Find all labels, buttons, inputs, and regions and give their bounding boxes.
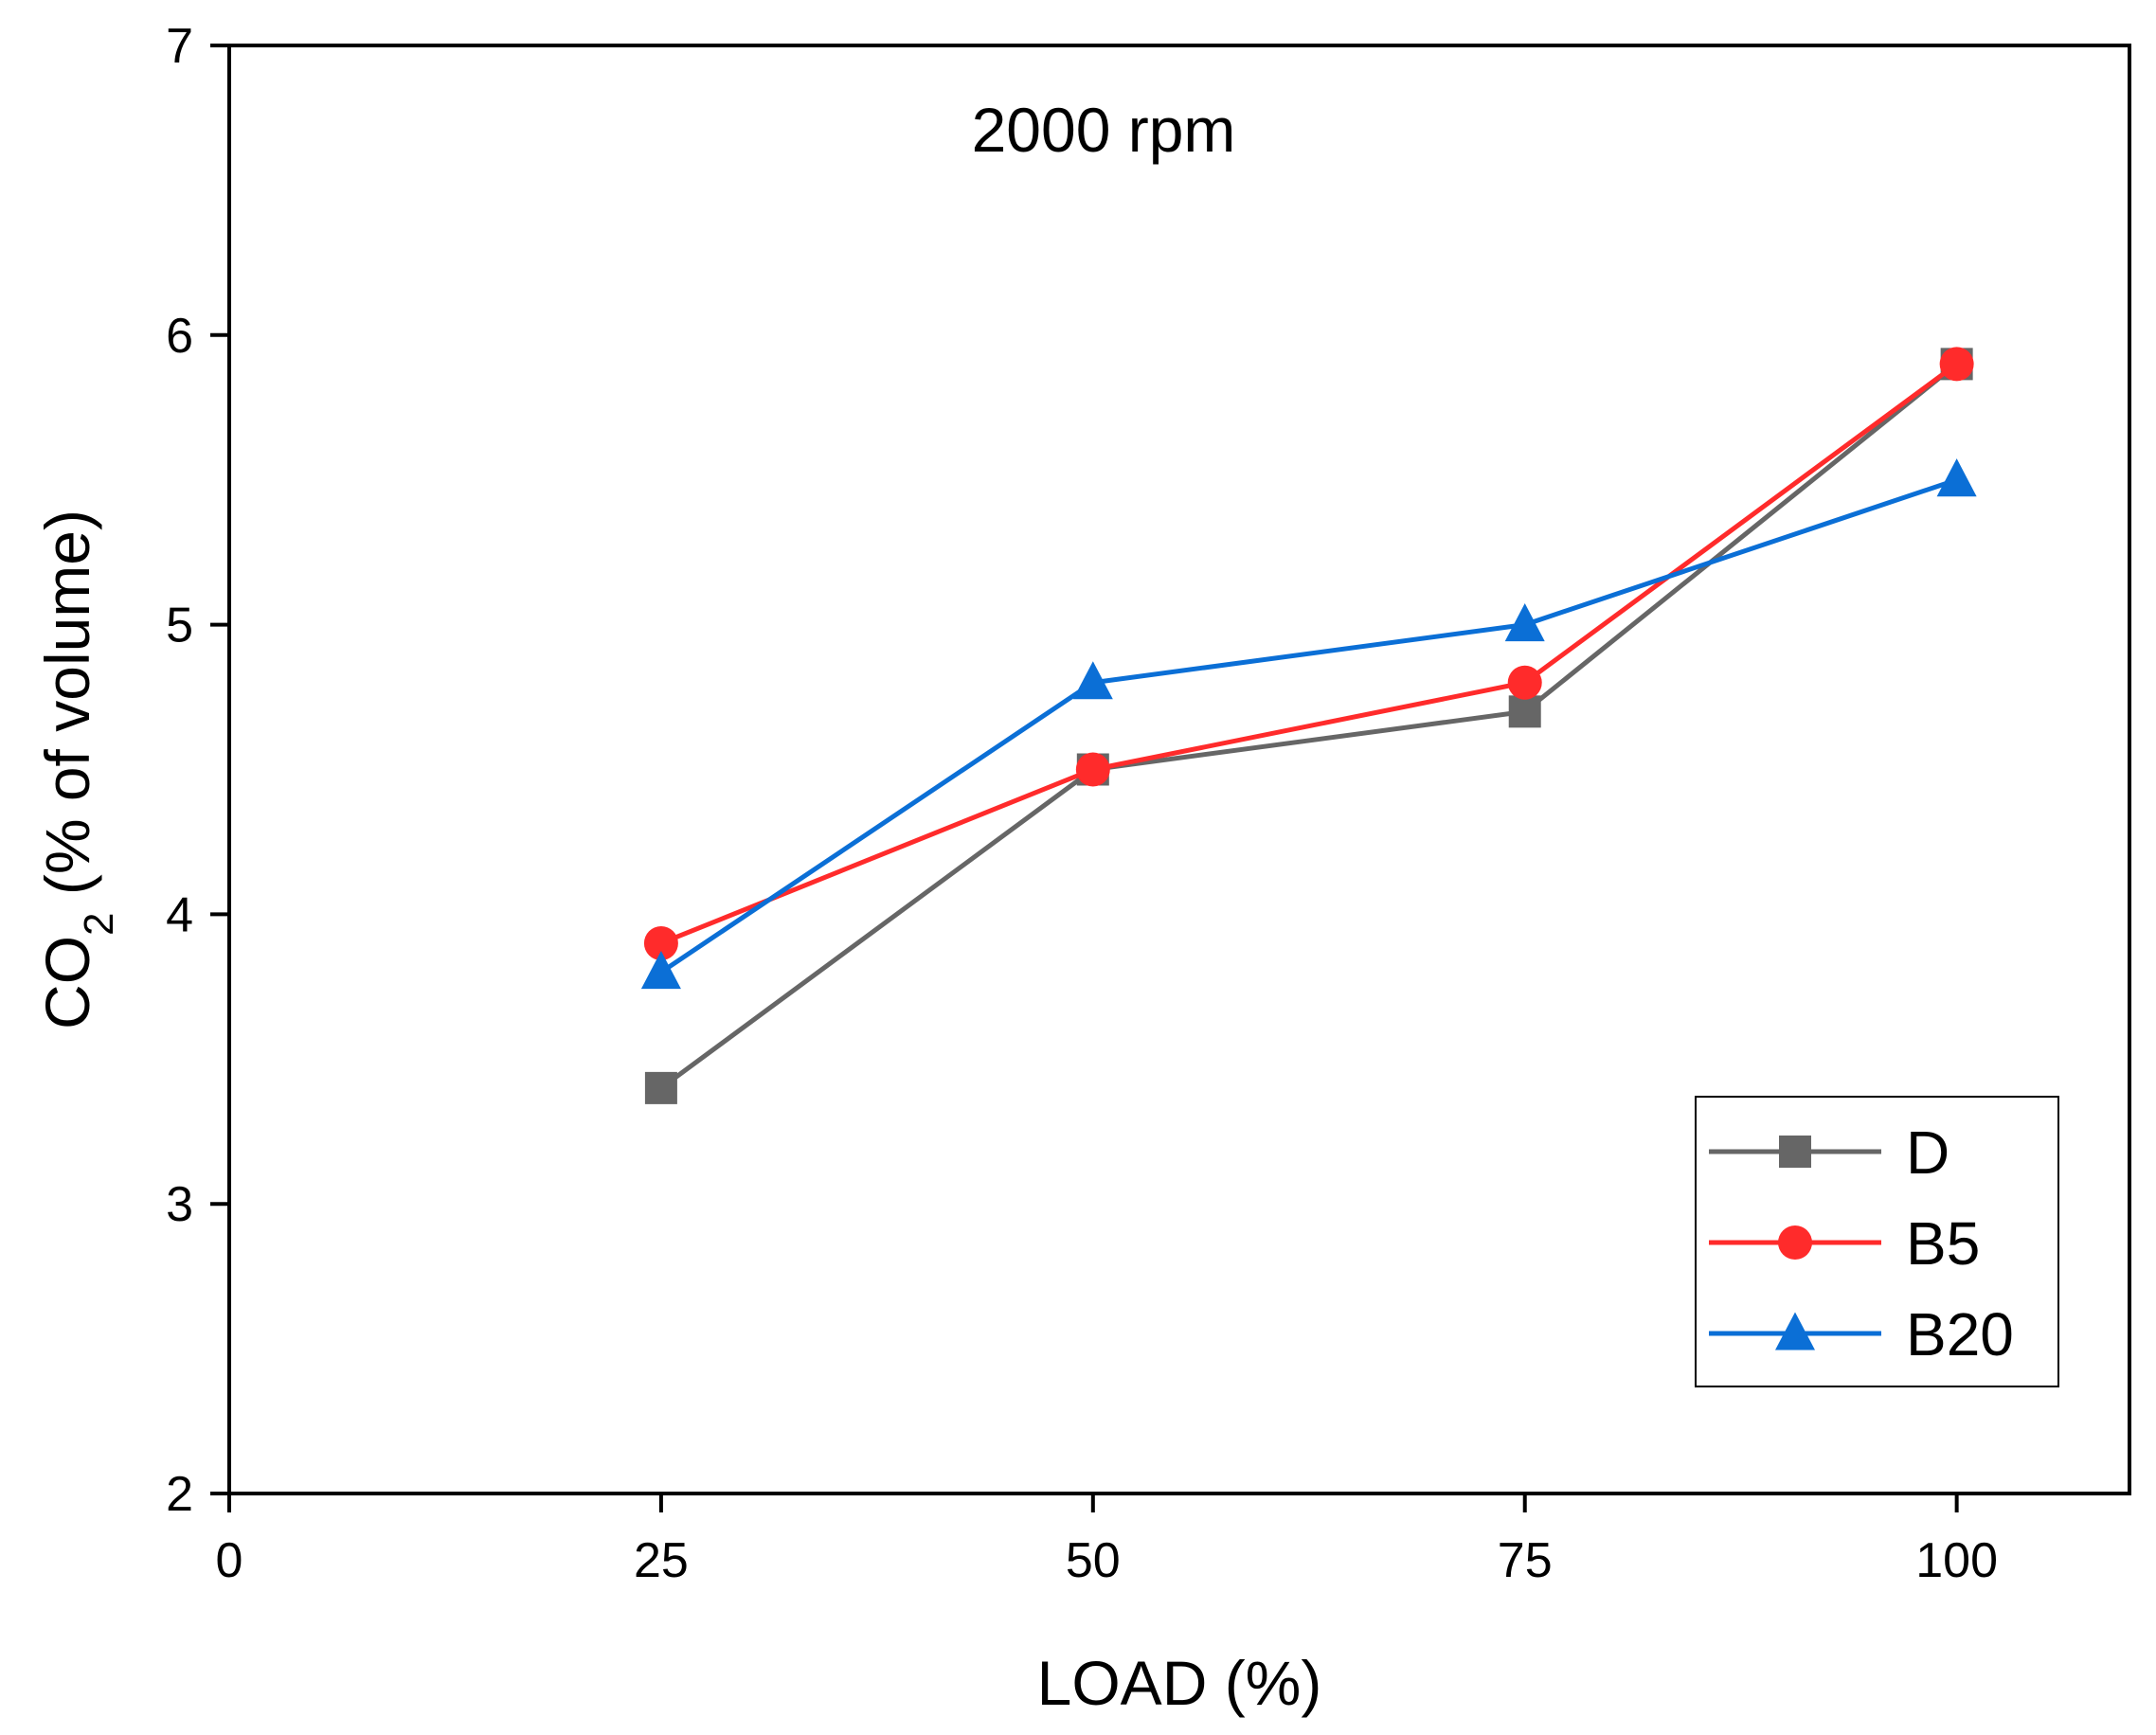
y-axis-title-main: CO <box>32 936 102 1029</box>
legend-marker-b5 <box>1778 1225 1812 1260</box>
data-point-b20 <box>1504 603 1545 642</box>
annotation-rpm: 2000 rpm <box>972 95 1236 165</box>
plot-frame <box>227 44 2131 1495</box>
y-tick-label: 4 <box>166 887 193 942</box>
series-line-d <box>659 362 1959 1090</box>
series-line-b5 <box>659 362 1959 946</box>
y-tick-label: 7 <box>166 19 193 74</box>
legend-item-d: D <box>1709 1118 1949 1187</box>
y-tick-label: 2 <box>166 1467 193 1522</box>
series-b5 <box>643 347 1974 960</box>
legend-label: B20 <box>1906 1300 2014 1368</box>
data-point-b20 <box>1936 458 1977 497</box>
x-axis: 0 25 50 75 100 <box>216 1494 1998 1588</box>
legend-marker-d <box>1779 1136 1811 1168</box>
y-axis-title-subscript: 2 <box>76 912 122 935</box>
x-axis-title: LOAD (%) <box>1037 1648 1322 1718</box>
legend-item-b20: B20 <box>1709 1300 2014 1368</box>
y-tick-label: 5 <box>166 599 193 653</box>
y-axis-title: CO2 (% of volume) <box>32 510 122 1029</box>
x-tick-label: 50 <box>1066 1533 1121 1588</box>
data-point-b5 <box>1075 752 1110 787</box>
legend-label: D <box>1906 1118 1949 1187</box>
data-point-b5 <box>1507 665 1542 700</box>
y-tick-label: 6 <box>166 309 193 364</box>
data-point-b20 <box>640 951 681 990</box>
legend-marker-b20 <box>1775 1312 1815 1350</box>
x-tick-label: 0 <box>216 1533 243 1588</box>
y-tick-label: 3 <box>166 1177 193 1232</box>
data-point-b5 <box>643 925 678 960</box>
y-axis: 2 3 4 5 6 7 <box>166 19 229 1522</box>
data-point-b20 <box>1072 661 1113 700</box>
legend-label: B5 <box>1906 1209 1980 1278</box>
x-tick-label: 75 <box>1498 1533 1553 1588</box>
series-layer <box>640 347 1977 1104</box>
data-point-d <box>1508 695 1541 728</box>
series-b20 <box>640 458 1977 990</box>
legend: D B5 B20 <box>1695 1096 2059 1387</box>
x-tick-label: 25 <box>634 1533 689 1588</box>
series-line-b20 <box>659 477 1958 975</box>
y-axis-title-rest: (% of volume) <box>32 510 102 912</box>
legend-item-b5: B5 <box>1709 1209 1980 1278</box>
x-tick-label: 100 <box>1915 1533 1998 1588</box>
data-point-d <box>644 1071 677 1104</box>
data-point-b5 <box>1939 347 1974 382</box>
